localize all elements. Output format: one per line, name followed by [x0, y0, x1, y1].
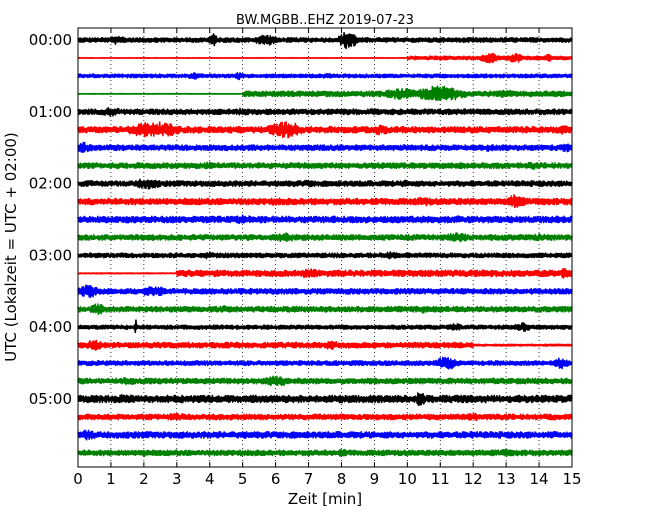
x-tick-label: 12 [464, 470, 483, 488]
trace-0345 [77, 303, 573, 316]
trace-0430 [77, 356, 573, 370]
trace-0030 [77, 72, 573, 81]
x-tick-label: 6 [271, 470, 281, 488]
trace-0045 [77, 85, 573, 101]
trace-0445 [77, 375, 573, 387]
x-tick-label: 4 [205, 470, 215, 488]
y-tick-label: 03:00 [29, 246, 72, 264]
trace-0000 [77, 31, 573, 50]
seismogram-traces [77, 31, 573, 458]
trace-0145 [77, 161, 573, 170]
trace-0315 [77, 267, 573, 279]
y-tick-label: 05:00 [29, 390, 72, 408]
x-tick-label: 1 [106, 470, 116, 488]
trace-0545 [77, 448, 573, 458]
y-axis-label: UTC (Lokalzeit = UTC + 02:00) [2, 132, 20, 362]
trace-0200 [77, 178, 573, 190]
y-axis-ticks: 00:00 01:00 02:00 03:00 04:00 05:00 [29, 31, 572, 408]
trace-0400 [77, 319, 573, 334]
x-axis-ticks: 0 1 2 3 4 5 6 7 8 9 10 11 12 13 14 15 [73, 28, 582, 488]
x-tick-label: 14 [530, 470, 549, 488]
y-tick-label: 04:00 [29, 318, 72, 336]
x-tick-label: 8 [337, 470, 347, 488]
trace-0530 [77, 429, 573, 441]
plot-frame [77, 27, 573, 468]
chart-title: BW.MGBB..EHZ 2019-07-23 [236, 13, 414, 28]
y-tick-label: 00:00 [29, 31, 72, 49]
trace-0100 [77, 106, 573, 117]
x-tick-label: 3 [172, 470, 182, 488]
trace-0245 [77, 232, 573, 243]
trace-0415 [77, 339, 573, 351]
trace-0130 [77, 141, 573, 153]
trace-0230 [77, 214, 573, 225]
x-tick-label: 10 [398, 470, 417, 488]
x-tick-label: 2 [139, 470, 149, 488]
x-tick-label: 11 [431, 470, 450, 488]
x-tick-label: 5 [238, 470, 248, 488]
x-tick-label: 15 [562, 470, 581, 488]
x-axis-label: Zeit [min] [288, 490, 362, 508]
trace-0215 [77, 194, 573, 209]
x-tick-label: 9 [370, 470, 380, 488]
trace-0515 [77, 412, 573, 422]
trace-0015 [77, 52, 573, 64]
y-tick-label: 02:00 [29, 175, 72, 193]
y-tick-label: 01:00 [29, 103, 72, 121]
x-tick-label: 0 [73, 470, 83, 488]
trace-0500 [77, 392, 573, 407]
trace-0330 [77, 284, 573, 299]
x-tick-label: 13 [497, 470, 516, 488]
trace-0115 [77, 121, 573, 139]
trace-0300 [77, 251, 573, 260]
x-tick-label: 7 [304, 470, 314, 488]
